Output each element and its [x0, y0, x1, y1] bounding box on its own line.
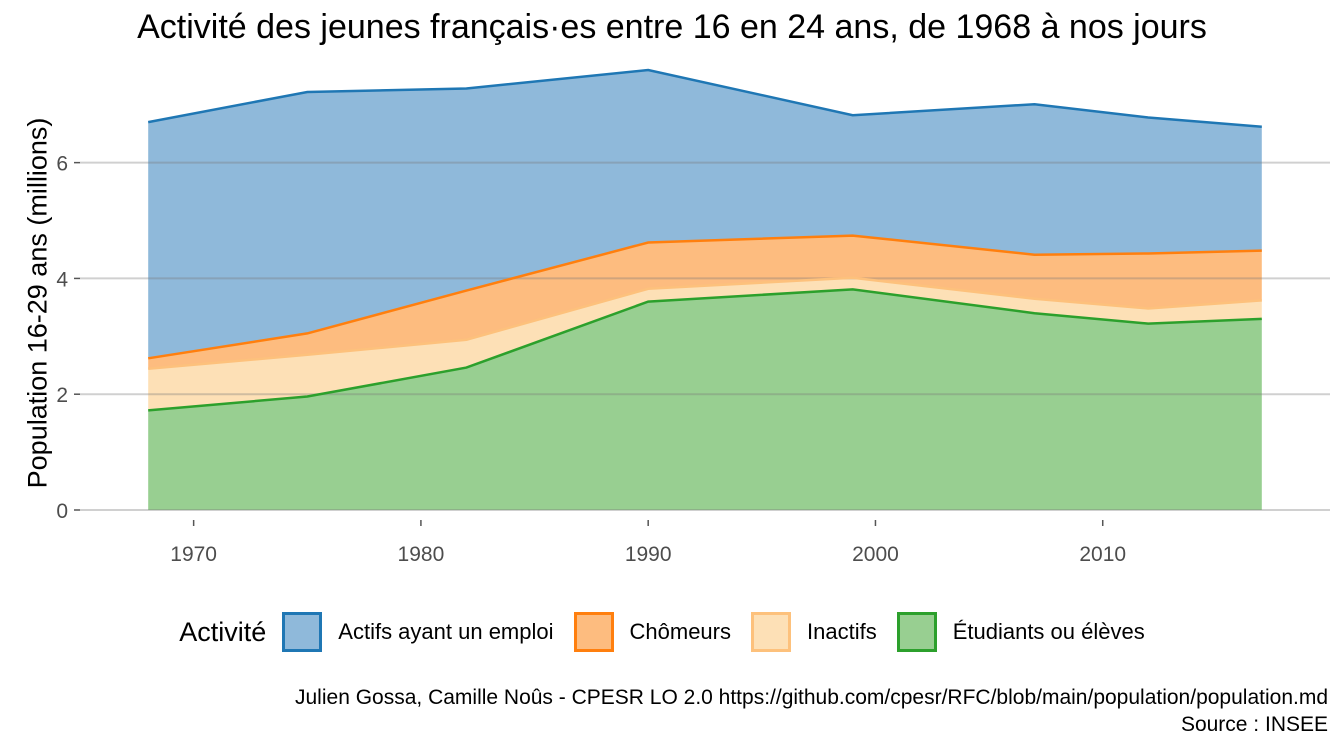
legend-swatch	[896, 612, 937, 652]
series-line-0	[148, 288, 1262, 412]
x-tick-label-2010: 2010	[1079, 543, 1126, 566]
legend-item: Actifs ayant un emploi	[282, 612, 554, 652]
y-tick-label-6: 6	[56, 153, 68, 176]
legend-label: Étudiants ou élèves	[952, 619, 1145, 644]
legend-swatch	[751, 612, 791, 652]
legend-item: Inactifs	[751, 612, 877, 652]
y-tick-label-4: 4	[56, 268, 68, 291]
legend-label: Actifs ayant un emploi	[338, 619, 554, 644]
caption-credits: Julien Gossa, Camille Noûs - CPESR LO 2.…	[295, 686, 1328, 709]
x-tick-label-2000: 2000	[852, 543, 899, 566]
area-1	[148, 277, 1262, 411]
x-tick-label-1990: 1990	[625, 543, 672, 566]
caption-source: Source : INSEE	[1180, 713, 1328, 736]
area-0	[148, 289, 1262, 510]
area-2	[148, 235, 1262, 369]
legend: Activité Actifs ayant un emploi Chômeurs I…	[0, 612, 1344, 652]
series-line-1	[148, 276, 1262, 370]
chart-title: Activité des jeunes français·es entre 16…	[137, 8, 1207, 46]
series-line-2	[148, 234, 1262, 360]
caption: Julien Gossa, Camille Noûs - CPESR LO 2.…	[295, 684, 1328, 738]
x-tick-label-1980: 1980	[398, 543, 445, 566]
series-line-3	[147, 68, 1262, 128]
area-3	[148, 70, 1262, 359]
legend-item: Chômeurs	[573, 612, 731, 652]
x-tick-label-1970: 1970	[170, 543, 217, 566]
y-tick-label-2: 2	[56, 384, 68, 407]
legend-item: Étudiants ou élèves	[896, 612, 1145, 652]
y-axis-label: Population 16-29 ans (millions)	[22, 117, 53, 489]
legend-label: Chômeurs	[629, 619, 731, 644]
legend-swatch	[282, 612, 323, 652]
legend-title: Activité	[179, 616, 267, 647]
legend-label: Inactifs	[807, 619, 877, 644]
y-tick-label-0: 0	[56, 500, 68, 523]
legend-swatch	[573, 612, 614, 652]
